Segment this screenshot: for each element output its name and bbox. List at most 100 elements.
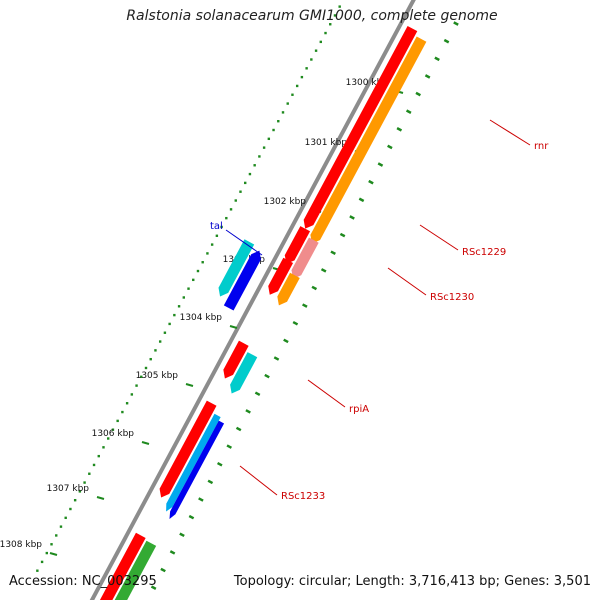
inner-tick — [264, 373, 270, 379]
ruler-dot — [140, 375, 143, 379]
inner-tick — [368, 179, 374, 185]
ruler-dot — [215, 234, 219, 237]
ruler-dot — [210, 243, 214, 246]
gene-label-rsc1230: RSc1230 — [430, 292, 474, 303]
ruler-dot — [45, 551, 49, 555]
ruler-dot — [64, 516, 67, 520]
ruler-tick-label: 1301 kbp — [305, 138, 348, 148]
ruler-dot — [111, 428, 115, 431]
ruler-tick-label: 1308 kbp — [0, 540, 42, 550]
ruler-dot — [258, 155, 261, 158]
inner-tick — [302, 303, 308, 308]
genome-backbone — [89, 0, 416, 600]
ruler-dot — [253, 164, 256, 167]
inner-tick — [160, 567, 166, 573]
inner-tick — [358, 197, 365, 203]
ruler-dot — [262, 146, 266, 149]
inner-tick — [405, 109, 412, 114]
inner-tick — [188, 514, 195, 520]
ruler-dot — [239, 190, 242, 193]
gene-feature-gene — [284, 226, 311, 264]
genome-stats-label: Topology: circular; Length: 3,716,413 bp… — [233, 574, 591, 589]
ruler-tick-label: 1304 kbp — [180, 313, 223, 323]
gene-feature-rsc1233 — [169, 420, 225, 519]
inner-tick — [349, 215, 355, 220]
gene-feature-tal — [218, 239, 255, 297]
ruler-dot — [78, 490, 82, 493]
inner-tick — [434, 56, 440, 62]
ruler-dot — [220, 225, 223, 229]
ruler-dot — [329, 23, 332, 26]
ruler-dot — [59, 525, 63, 528]
ruler-dot — [187, 287, 190, 290]
inner-tick — [235, 426, 242, 432]
inner-tick — [169, 550, 176, 555]
inner-tick — [453, 21, 459, 26]
inner-tick — [424, 74, 431, 79]
ruler-dot — [300, 75, 304, 79]
inner-tick — [292, 320, 299, 326]
gene-feature-rsc1230 — [277, 272, 300, 306]
inner-tick — [198, 497, 204, 502]
ruler-dot — [286, 102, 289, 105]
ruler-dot — [50, 543, 53, 546]
ruler-tick — [229, 325, 238, 329]
ruler-dot — [182, 296, 185, 299]
ruler-dot — [163, 331, 167, 334]
ruler-dot — [36, 569, 39, 572]
ruler-dot — [338, 5, 341, 8]
ruler-dot — [40, 560, 44, 564]
ruler-dot — [149, 357, 152, 361]
gene-feature-rnr — [310, 36, 427, 244]
ruler-dot — [225, 216, 228, 220]
ruler-dot — [92, 463, 96, 467]
gene-feature-rnr — [303, 25, 418, 229]
inner-tick — [245, 409, 251, 414]
ruler-dot — [310, 58, 313, 61]
gene-label-rsc1233: RSc1233 — [281, 491, 325, 502]
inner-tick — [179, 532, 185, 538]
ruler-dot — [102, 446, 105, 449]
ruler-dot — [291, 93, 294, 96]
ruler-dot — [314, 49, 318, 52]
inner-tick — [216, 461, 223, 467]
ruler-dot — [319, 40, 322, 44]
inner-tick — [283, 338, 289, 344]
gene-label-rpia: rpiA — [349, 404, 369, 415]
ruler-dot — [333, 14, 337, 17]
gene-feature-rsc1233 — [166, 413, 221, 512]
gene-feature-rsc1233 — [159, 400, 217, 498]
gene-feature-gene — [268, 257, 294, 295]
ruler-dot — [69, 507, 72, 511]
ruler-dot — [244, 181, 247, 185]
ruler-tick — [141, 441, 150, 445]
ruler-dot — [135, 384, 138, 387]
ruler-dot — [272, 128, 275, 132]
ruler-dot — [305, 67, 308, 70]
callout-line — [239, 465, 278, 496]
ruler-tick — [185, 383, 194, 387]
ruler-dot — [206, 252, 209, 255]
gene-feature-tal — [223, 250, 261, 311]
inner-tick — [226, 444, 233, 449]
ruler-dot — [324, 31, 327, 35]
callout-line — [307, 379, 346, 408]
ruler-dot — [248, 172, 252, 176]
callout-line — [225, 229, 263, 256]
inner-tick — [443, 38, 450, 44]
ruler-dot — [196, 269, 200, 273]
ruler-dot — [173, 313, 176, 317]
ruler-tick — [96, 496, 105, 500]
ruler-dot — [73, 498, 77, 502]
ruler-tick-label: 1302 kbp — [264, 197, 307, 207]
inner-tick — [415, 91, 421, 97]
inner-tick — [311, 285, 318, 291]
ruler-dot — [88, 472, 91, 475]
ruler-dot — [229, 208, 233, 211]
inner-tick — [330, 250, 336, 256]
gene-feature-rpia — [223, 340, 249, 379]
ruler-dot — [281, 111, 285, 114]
ruler-tick-label: 1306 kbp — [92, 429, 135, 439]
inner-tick — [387, 144, 393, 150]
